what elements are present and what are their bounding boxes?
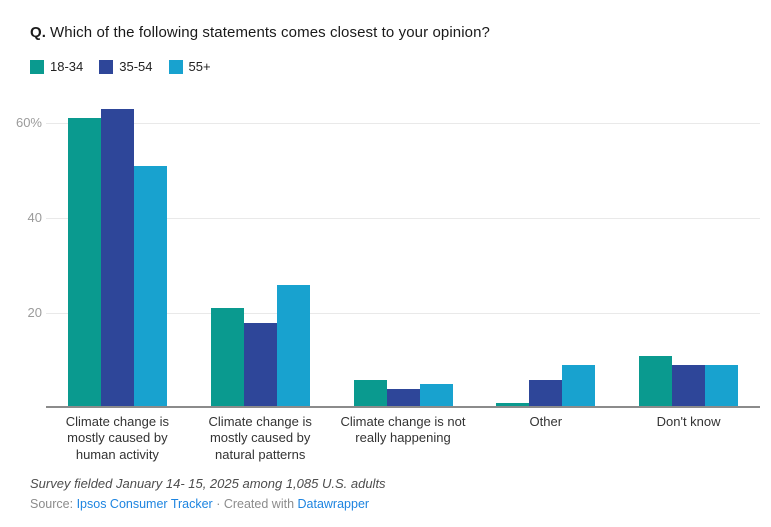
bar-18-34-group1 — [67, 118, 101, 408]
x-axis-label: Climate change is not really happening — [340, 414, 466, 446]
bar-35-54-group4 — [529, 379, 563, 408]
legend-swatch — [168, 59, 183, 74]
legend-label: 55+ — [188, 59, 211, 74]
chart-title: Q. Which of the following statements come… — [30, 24, 490, 41]
x-axis-label: Climate change is mostly caused by human… — [65, 414, 170, 462]
legend-item-18-34: 18-34 — [30, 59, 83, 74]
bar-35-54-group3 — [386, 389, 420, 408]
x-axis-baseline — [46, 406, 760, 408]
bar-18-34-group4 — [496, 403, 530, 408]
created-with-text: Created with — [223, 497, 298, 511]
survey-note: Survey fielded January 14- 15, 2025 amon… — [30, 476, 386, 491]
bar-55+-group4 — [562, 365, 596, 408]
legend-label: 35-54 — [119, 59, 153, 74]
bar-35-54-group1 — [100, 108, 134, 408]
y-tick-label: 20 — [27, 304, 42, 320]
legend-item-35-54: 35-54 — [99, 59, 153, 74]
bar-55+-group2 — [276, 284, 310, 408]
y-tick-label: 60% — [15, 114, 42, 130]
x-axis-label: Climate change is mostly caused by natur… — [208, 414, 312, 462]
bar-18-34-group3 — [353, 379, 387, 408]
datawrapper-link[interactable]: Datawrapper — [297, 497, 370, 511]
gridline-60 — [46, 123, 760, 124]
source-line: Source: Ipsos Consumer Tracker · Created… — [30, 497, 369, 511]
gridline-40 — [46, 218, 760, 219]
legend: 18-34 35-54 55+ — [30, 59, 211, 74]
bar-55+-group5 — [705, 365, 739, 408]
legend-item-55+: 55+ — [168, 59, 211, 74]
bar-35-54-group2 — [243, 322, 277, 408]
y-tick-label: 40 — [27, 209, 42, 225]
question-text: Which of the following statements comes … — [50, 24, 490, 41]
bar-55+-group1 — [133, 165, 167, 408]
plot-area: 20 40 60% — [0, 95, 771, 408]
legend-swatch — [30, 59, 44, 74]
question-prefix: Q. — [30, 24, 47, 41]
bar-18-34-group2 — [210, 308, 244, 408]
x-axis-label: Don't know — [656, 414, 721, 429]
bar-35-54-group5 — [672, 365, 706, 408]
legend-swatch — [99, 59, 114, 74]
source-link[interactable]: Ipsos Consumer Tracker — [76, 497, 213, 511]
source-prefix: Source: — [30, 497, 77, 511]
gridline-20 — [46, 313, 760, 314]
legend-label: 18-34 — [50, 59, 84, 74]
bar-18-34-group5 — [639, 355, 673, 408]
source-separator: · — [212, 497, 224, 511]
bar-55+-group3 — [419, 384, 453, 408]
x-axis-label: Other — [529, 414, 563, 429]
